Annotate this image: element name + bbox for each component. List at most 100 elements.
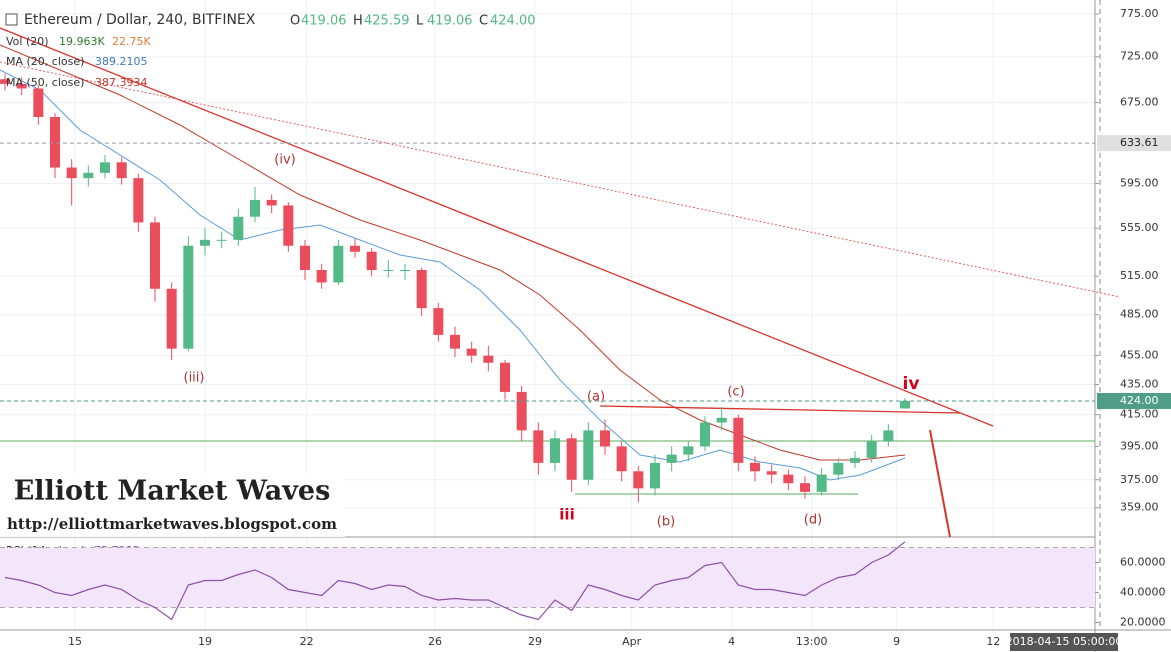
y-tick-label: 555.00: [1120, 221, 1159, 234]
candle-body: [183, 245, 194, 349]
ma20-line: [0, 69, 906, 481]
candle-body: [266, 199, 277, 206]
ma50-line: [0, 44, 906, 461]
watermark-box: [0, 473, 345, 537]
candle-body: [283, 205, 294, 246]
candle-body: [200, 239, 210, 246]
candle-body: [250, 199, 260, 217]
candle-body: [83, 172, 94, 179]
candle-body: [100, 162, 110, 173]
legend-value: 387.3934: [95, 76, 148, 89]
y-tick-label: 675.00: [1120, 96, 1159, 109]
legend-value: 19.963K: [59, 35, 105, 48]
wave-label: (c): [727, 385, 744, 400]
candle-body: [16, 83, 27, 89]
x-tick-label: 13:00: [796, 635, 828, 648]
wave-label: iii: [559, 506, 574, 524]
y-tick-label: 435.00: [1120, 378, 1159, 391]
y-tick-label: 359.00: [1120, 501, 1159, 514]
candle-body: [300, 245, 310, 270]
legend-label: MA (50, close): [6, 76, 84, 89]
price-marker-box: [1097, 135, 1171, 152]
candle-body: [783, 474, 794, 484]
ohlc-key: L: [416, 14, 424, 29]
candle-body: [616, 446, 627, 472]
candle-body: [850, 457, 860, 463]
candle-body: [900, 400, 910, 409]
wave-label: (d): [804, 513, 822, 528]
watermark-url: http://elliottmarketwaves.blogspot.com: [7, 515, 337, 533]
ohlc-key: H: [353, 14, 363, 29]
candle-body: [133, 178, 144, 223]
candle-body: [550, 438, 560, 463]
candle-body: [150, 222, 160, 289]
candle-body: [816, 474, 827, 492]
trendline-dotted: [0, 61, 1121, 298]
x-tick-label: Apr: [622, 635, 642, 648]
wave-label: (iv): [274, 153, 295, 168]
candle-body: [233, 216, 244, 240]
candle-body: [483, 355, 494, 363]
candle-body: [33, 88, 44, 117]
trendline: [0, 27, 994, 427]
candle-body: [733, 417, 744, 463]
rsi-line: [4, 541, 906, 621]
rsi-tick-label: 60.0000: [1120, 556, 1166, 569]
candle-body: [650, 462, 660, 489]
candle-body: [750, 462, 760, 472]
candle-body: [583, 430, 594, 480]
x-tick-label: 15: [68, 635, 82, 648]
rsi-tick-label: 40.0000: [1120, 586, 1166, 599]
candle-body: [50, 116, 60, 168]
x-tick-label: 19: [198, 635, 212, 648]
x-tick-label: 22: [300, 635, 314, 648]
candle-body: [500, 362, 510, 392]
x-tick-label: 26: [428, 635, 442, 648]
crosshair-time: 2018-04-15 05:00:00: [1006, 635, 1123, 648]
candle-body: [216, 239, 227, 241]
projection-line: [929, 429, 951, 538]
candle-body: [683, 446, 694, 455]
candle-body: [700, 422, 710, 447]
legend-value: 22.75K: [112, 35, 151, 48]
candle-body: [66, 167, 77, 179]
candle-body: [533, 430, 544, 463]
candle-body: [316, 269, 327, 283]
candle-body: [633, 471, 644, 489]
candle-body: [566, 438, 577, 480]
candle-body: [866, 441, 877, 458]
x-tick-label: 4: [728, 635, 735, 648]
price-marker-box: [1097, 392, 1171, 409]
candle-body: [166, 288, 177, 349]
x-tick-label: 29: [528, 635, 542, 648]
candle-body: [450, 334, 460, 349]
trendline: [599, 405, 961, 414]
y-tick-label: 725.00: [1120, 50, 1159, 63]
candle-body: [433, 308, 444, 335]
candle-body: [800, 483, 810, 492]
legend-label: MA (20, close): [6, 55, 84, 68]
ohlc-value: 425.59: [364, 14, 410, 29]
y-tick-label: 395.00: [1120, 439, 1159, 452]
candle-body: [383, 269, 394, 271]
x-tick-label: 12: [986, 635, 1000, 648]
rsi-band: [0, 547, 1095, 608]
wave-label: (b): [657, 515, 675, 530]
rsi-tick-label: 20.0000: [1120, 616, 1166, 629]
ohlc-value: 424.00: [490, 14, 536, 29]
y-tick-label: 375.00: [1120, 473, 1159, 486]
symbol-title: Ethereum / Dollar, 240, BITFINEX: [24, 12, 256, 28]
candle-body: [350, 245, 360, 252]
y-tick-label: 415.00: [1120, 408, 1159, 421]
wave-label: (a): [587, 390, 605, 405]
collapse-icon[interactable]: [5, 13, 18, 26]
price-marker-label: 424.00: [1120, 394, 1159, 407]
legend-value: 389.2105: [95, 55, 148, 68]
y-tick-label: 775.00: [1120, 7, 1159, 20]
candle-body: [0, 79, 10, 84]
candle-body: [116, 162, 127, 179]
candle-body: [333, 245, 344, 283]
candle-body: [883, 430, 894, 442]
